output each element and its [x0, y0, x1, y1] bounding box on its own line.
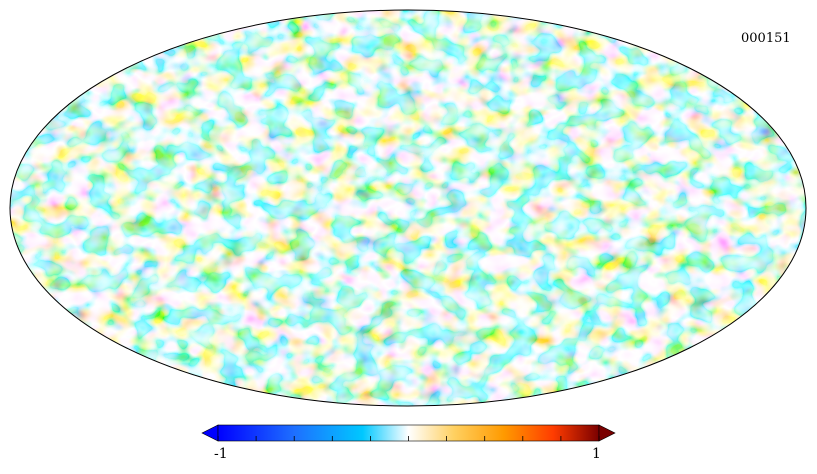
map-outline [9, 9, 807, 407]
colorbar-max-arrow [598, 424, 616, 442]
colorbar-max-label: 1 [592, 446, 601, 462]
sky-map-field [10, 10, 806, 406]
colorbar [201, 424, 616, 442]
colorbar-min-arrow [201, 424, 219, 442]
map-id-label: 000151 [741, 31, 791, 46]
colorbar-ticks [217, 436, 600, 441]
colorbar-min-label: -1 [214, 446, 228, 462]
